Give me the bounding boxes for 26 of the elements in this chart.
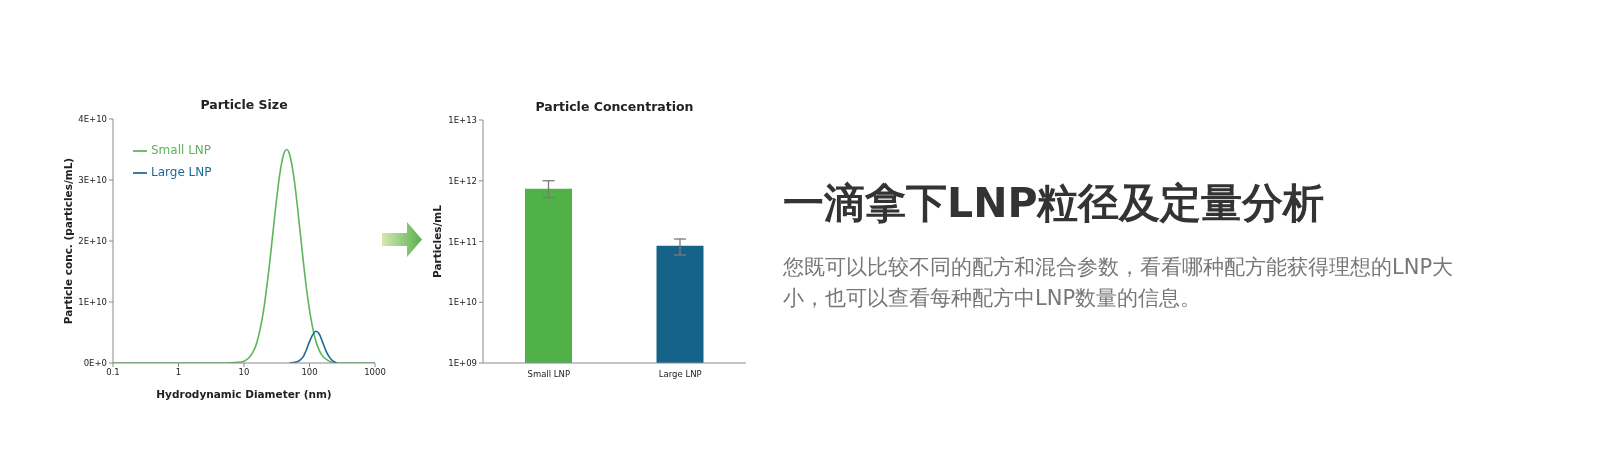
y-tick-label: 1E+13 — [448, 115, 477, 126]
x-tick-label: Small LNP — [527, 369, 571, 380]
x-tick-label: 1 — [175, 367, 182, 378]
y-tick-label: 4E+10 — [78, 114, 107, 125]
y-tick-label: 1E+10 — [448, 297, 477, 308]
y-axis-title: Particles/mL — [431, 204, 443, 278]
y-tick-label: 1E+12 — [448, 175, 477, 186]
chart-title: Particle Size — [199, 97, 289, 113]
y-tick-label: 1E+10 — [78, 297, 107, 308]
x-tick-label: 0.1 — [106, 367, 120, 378]
y-axis-title: Particle conc. (particles/mL) — [62, 157, 74, 325]
x-tick-label: Large LNP — [658, 369, 702, 380]
text: 您既可以比较不同的配方和混合参数，看看哪种配方能获得理想的LNP大小，也可以查看每种配方中LNP数量的信息。 — [783, 254, 1455, 312]
text: 一滴拿下LNP粒径及定量分析 — [783, 178, 1325, 229]
legend-label: Small LNP — [151, 143, 212, 157]
x-axis-title: Hydrodynamic Diameter (nm) — [156, 388, 332, 400]
x-tick-label: 100 — [301, 367, 318, 378]
y-tick-label: 1E+11 — [448, 236, 477, 247]
y-tick-label: 3E+10 — [78, 175, 107, 186]
y-tick-label: 2E+10 — [78, 236, 107, 247]
chart-title: Particle Concentration — [534, 99, 695, 115]
y-tick-label: 0E+0 — [83, 358, 107, 369]
y-tick-label: 1E+09 — [448, 358, 477, 369]
x-tick-label: 1000 — [364, 367, 386, 378]
legend-label: Large LNP — [151, 165, 212, 179]
x-tick-label: 10 — [238, 367, 250, 378]
